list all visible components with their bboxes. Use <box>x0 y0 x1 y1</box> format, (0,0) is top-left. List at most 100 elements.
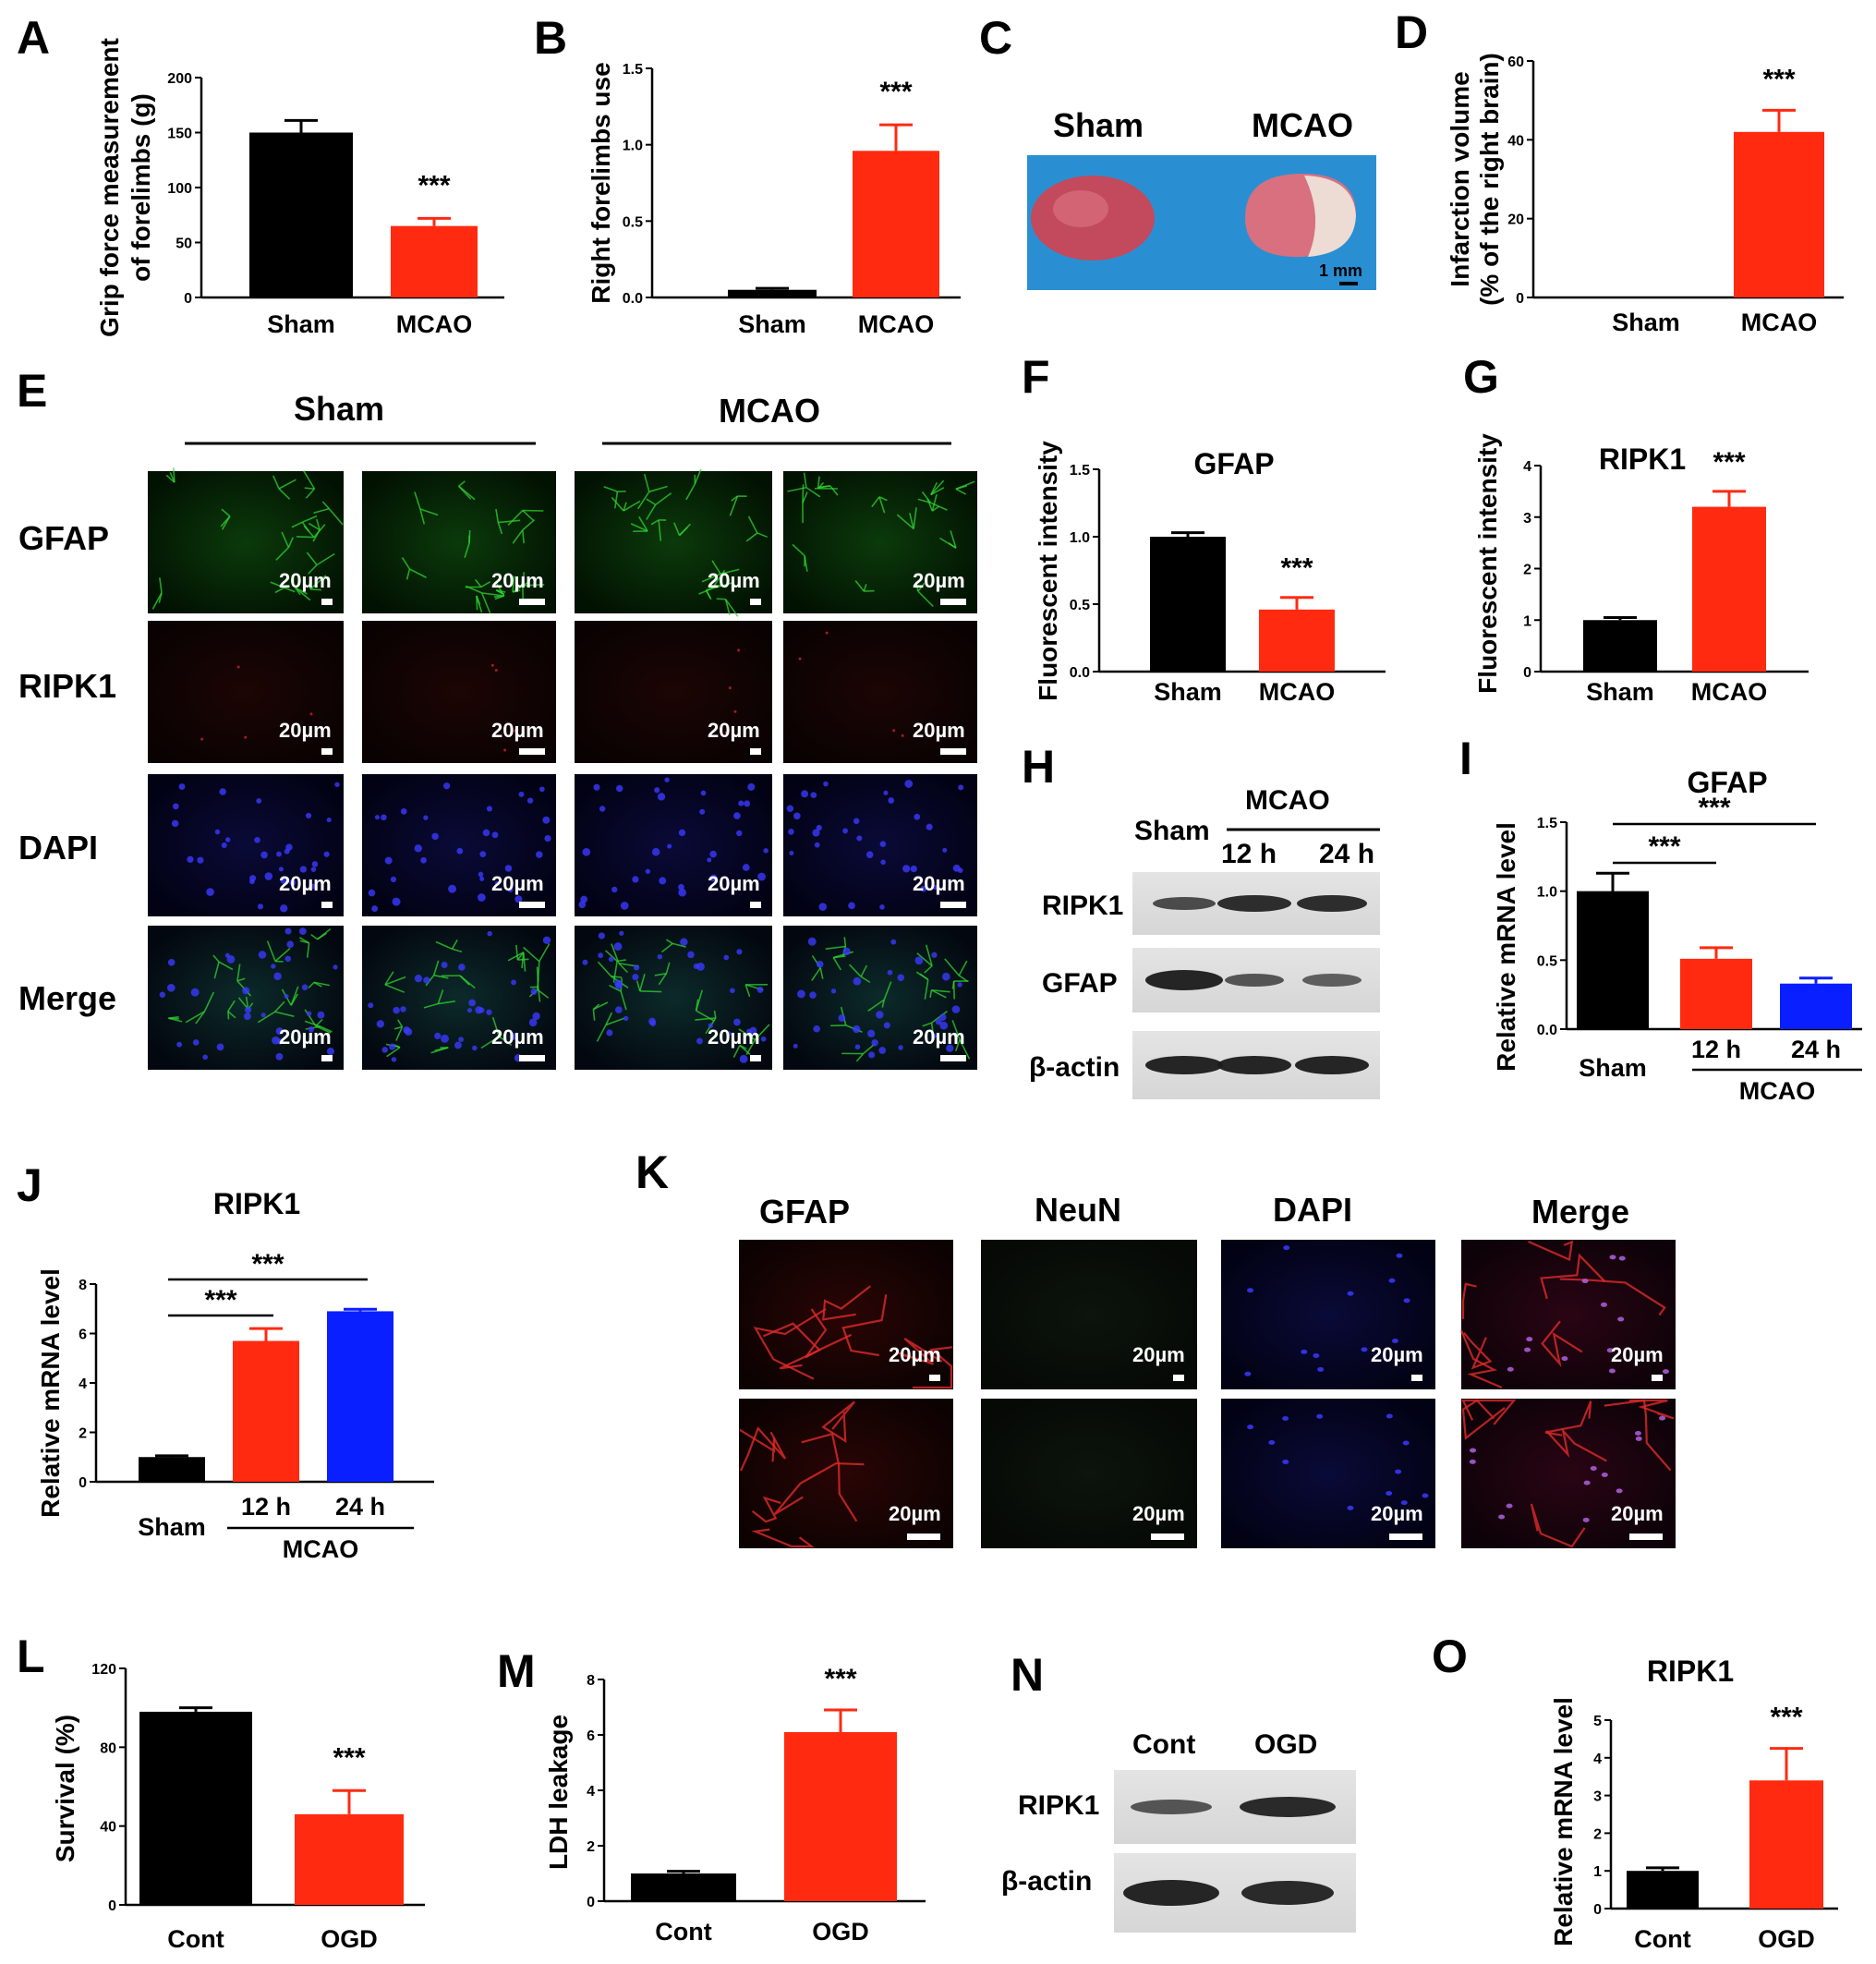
chart-a-y-label: Grip force measurement <box>95 38 124 337</box>
scale-bar-label: 20µm <box>491 719 544 742</box>
scale-bar-label: 20µm <box>889 1502 941 1525</box>
chart-d-category-label: MCAO <box>1741 309 1818 336</box>
chart-o: 0 1 2 3 4 5 Relative mRNA level RIPK1 Cont OGD *** <box>1549 1655 1838 1953</box>
blot-n-row-actin: β-actin <box>1001 1866 1092 1897</box>
blot-band <box>1225 974 1284 987</box>
k-image-neun-2: 20µm <box>981 1399 1197 1548</box>
chart-g-tick-label: 2 <box>1523 563 1531 578</box>
chart-f-significance: *** <box>1280 553 1313 584</box>
scale-bar <box>321 1055 333 1061</box>
panel-k-col-dapi: DAPI <box>1273 1191 1352 1229</box>
scale-bar <box>907 1534 940 1540</box>
panel-label-m: M <box>497 1645 536 1697</box>
scale-bar-label: 20µm <box>913 1025 965 1049</box>
panel-label-e: E <box>17 365 47 417</box>
chart-d-bar-mcao <box>1734 131 1824 297</box>
scale-bar <box>940 748 966 755</box>
scale-bar-label: 20µm <box>1132 1502 1185 1525</box>
panel-e-row-dapi: DAPI <box>18 829 98 867</box>
chart-i-tick-label: 0.0 <box>1537 1023 1557 1038</box>
e-image-dapi-3: 20µm <box>575 774 772 916</box>
panel-label-i: I <box>1459 733 1472 784</box>
chart-i-category-label: 12 h <box>1691 1036 1741 1063</box>
scale-bar-label: 20µm <box>708 719 760 742</box>
chart-i-group-label: MCAO <box>1739 1077 1816 1105</box>
panel-label-c: C <box>979 12 1012 64</box>
chart-b-tick-label: 0.0 <box>623 291 643 307</box>
chart-a-tick-label: 150 <box>167 127 192 142</box>
blot-h-row-ripk1: RIPK1 <box>1042 891 1123 921</box>
chart-j-group-label: MCAO <box>283 1535 359 1563</box>
chart-g: 0 1 2 3 4 Fluorescent intensity RIPK1 Sham MCAO *… <box>1473 433 1809 706</box>
chart-b-category-label: Sham <box>738 310 806 338</box>
chart-g-category-label: Sham <box>1586 678 1654 706</box>
chart-m-category-label: Cont <box>655 1918 711 1946</box>
blot-h-gfap <box>1132 948 1380 1012</box>
scale-label-1mm: 1 mm <box>1319 261 1362 280</box>
k-image-gfap-2: 20µm <box>739 1399 953 1548</box>
chart-i-category-label: Sham <box>1579 1054 1647 1082</box>
panel-label-l: L <box>17 1631 45 1682</box>
panel-h: Sham MCAO 12 h 24 h RIPK1 GFAP β-actin <box>1029 785 1380 1099</box>
scale-bar-label: 20µm <box>491 1025 544 1049</box>
scale-bar <box>750 902 761 908</box>
scale-bar-label: 20µm <box>1132 1343 1185 1366</box>
chart-d-significance: *** <box>1762 64 1795 94</box>
chart-o-category-label: Cont <box>1634 1925 1690 1953</box>
panel-e-row-gfap: GFAP <box>18 519 109 557</box>
scale-bar-label: 20µm <box>708 1025 760 1049</box>
chart-m-bar-cont <box>631 1873 736 1901</box>
chart-g-y-label: Fluorescent intensity <box>1473 433 1502 694</box>
blot-band <box>1145 970 1223 990</box>
scale-bar-label: 20µm <box>491 872 544 895</box>
chart-o-significance: *** <box>1770 1703 1802 1733</box>
chart-g-bar-mcao <box>1692 506 1766 672</box>
chart-b-tick-label: 0.5 <box>623 214 643 230</box>
chart-a-tick-label: 50 <box>175 236 192 252</box>
chart-f-bar-mcao <box>1259 609 1335 672</box>
chart-b-significance: *** <box>879 77 912 107</box>
chart-g-bar-sham <box>1583 620 1657 672</box>
e-image-dapi-2: 20µm <box>362 774 556 916</box>
infarct-region <box>1304 176 1356 257</box>
panel-c-photo: Sham MCAO 1 mm <box>1027 106 1376 290</box>
chart-i-bracket-significance: *** <box>1698 793 1730 823</box>
e-image-merge-3: 20µm <box>575 926 772 1070</box>
chart-d-category-label: Sham <box>1612 309 1680 336</box>
blot-band <box>1131 1800 1212 1814</box>
panel-label-k: K <box>635 1146 669 1198</box>
scale-bar <box>519 748 545 755</box>
panel-e-image-grid: 20µm 20µm 20µm 20µm 20µm 20µm 20µm 20µm 20µm 20µm… <box>148 467 977 1070</box>
scale-bar-label: 20µm <box>1371 1343 1423 1366</box>
chart-b-bar-sham <box>728 289 817 297</box>
chart-g-title: RIPK1 <box>1599 443 1686 476</box>
chart-g-tick-label: 4 <box>1523 459 1531 475</box>
chart-g-category-label: MCAO <box>1691 678 1768 706</box>
scale-bar <box>1652 1375 1663 1381</box>
panel-k-col-gfap: GFAP <box>759 1193 850 1231</box>
chart-f-tick-label: 1.0 <box>1070 530 1090 546</box>
chart-i-tick-label: 1.5 <box>1537 816 1557 831</box>
chart-m-tick-label: 6 <box>587 1728 595 1744</box>
scale-bar-label: 20µm <box>913 569 965 592</box>
scale-bar-label: 20µm <box>708 872 760 895</box>
panel-label-d: D <box>1395 6 1428 58</box>
chart-f-tick-label: 0.0 <box>1070 665 1090 681</box>
panel-label-h: H <box>1022 741 1055 793</box>
panel-e-row-merge: Merge <box>18 979 116 1017</box>
panel-label-a: A <box>17 12 50 64</box>
blot-band <box>1241 1881 1334 1905</box>
chart-a-tick-label: 0 <box>184 291 192 307</box>
chart-o-tick-label: 3 <box>1593 1789 1602 1805</box>
scale-bar <box>1151 1534 1184 1540</box>
chart-a-category-label: Sham <box>267 310 335 338</box>
chart-i-bar-sham <box>1577 891 1649 1029</box>
chart-l-significance: *** <box>333 1742 365 1773</box>
scale-bar-label: 20µm <box>279 872 332 895</box>
scale-bar-label: 20µm <box>491 569 544 592</box>
scale-bar <box>940 1055 966 1061</box>
scale-bar <box>519 902 545 908</box>
